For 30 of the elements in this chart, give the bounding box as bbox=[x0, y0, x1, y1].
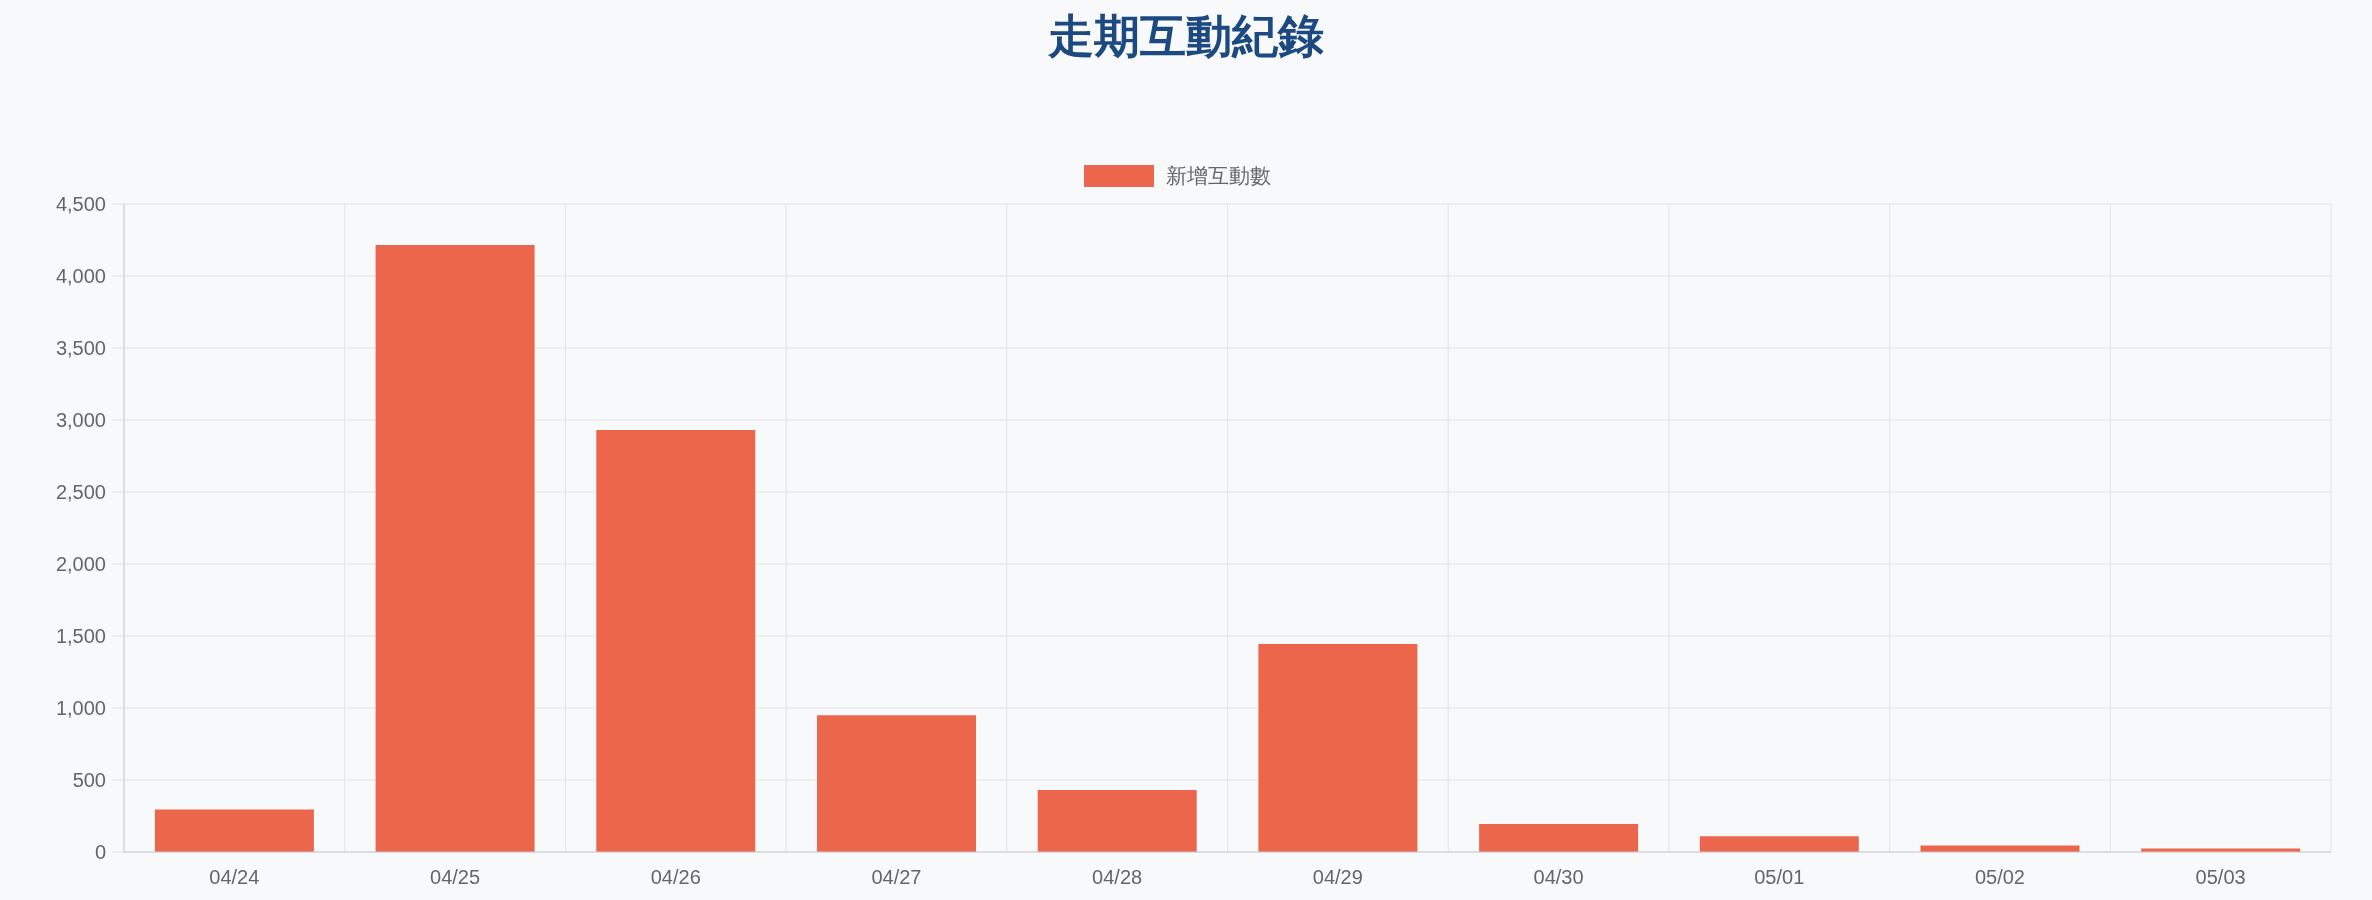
bar bbox=[1479, 823, 1639, 852]
y-tick-label: 0 bbox=[94, 841, 106, 864]
y-tick-label: 2,000 bbox=[55, 553, 106, 576]
x-tick-label: 04/25 bbox=[430, 866, 481, 889]
x-tick-label: 04/24 bbox=[209, 866, 260, 889]
y-tick-label: 4,000 bbox=[55, 265, 106, 288]
x-tick-label: 05/01 bbox=[1754, 866, 1805, 889]
legend-label: 新增互動數 bbox=[1166, 163, 1271, 190]
y-tick-label: 500 bbox=[72, 769, 106, 792]
y-tick-label: 3,500 bbox=[55, 337, 106, 360]
bar bbox=[1699, 836, 1859, 852]
x-tick-label: 04/27 bbox=[871, 866, 922, 889]
x-tick-label: 04/30 bbox=[1533, 866, 1584, 889]
bar bbox=[596, 430, 756, 852]
y-tick-label: 3,000 bbox=[55, 409, 106, 432]
y-tick-label: 1,000 bbox=[55, 697, 106, 720]
x-tick-label: 04/28 bbox=[1092, 866, 1143, 889]
bar bbox=[375, 245, 535, 852]
chart-title: 走期互動紀錄 bbox=[1047, 8, 1325, 64]
y-tick-label: 4,500 bbox=[55, 193, 106, 216]
y-tick-label: 2,500 bbox=[55, 481, 106, 504]
bar bbox=[817, 715, 976, 852]
bar bbox=[1037, 790, 1197, 852]
x-tick-label: 04/29 bbox=[1312, 866, 1363, 889]
x-tick-label: 05/03 bbox=[2195, 866, 2246, 889]
x-tick-label: 05/02 bbox=[1974, 866, 2025, 889]
bar bbox=[154, 809, 314, 852]
y-tick-label: 1,500 bbox=[55, 625, 106, 648]
bar bbox=[1258, 643, 1418, 852]
x-tick-label: 04/26 bbox=[650, 866, 701, 889]
